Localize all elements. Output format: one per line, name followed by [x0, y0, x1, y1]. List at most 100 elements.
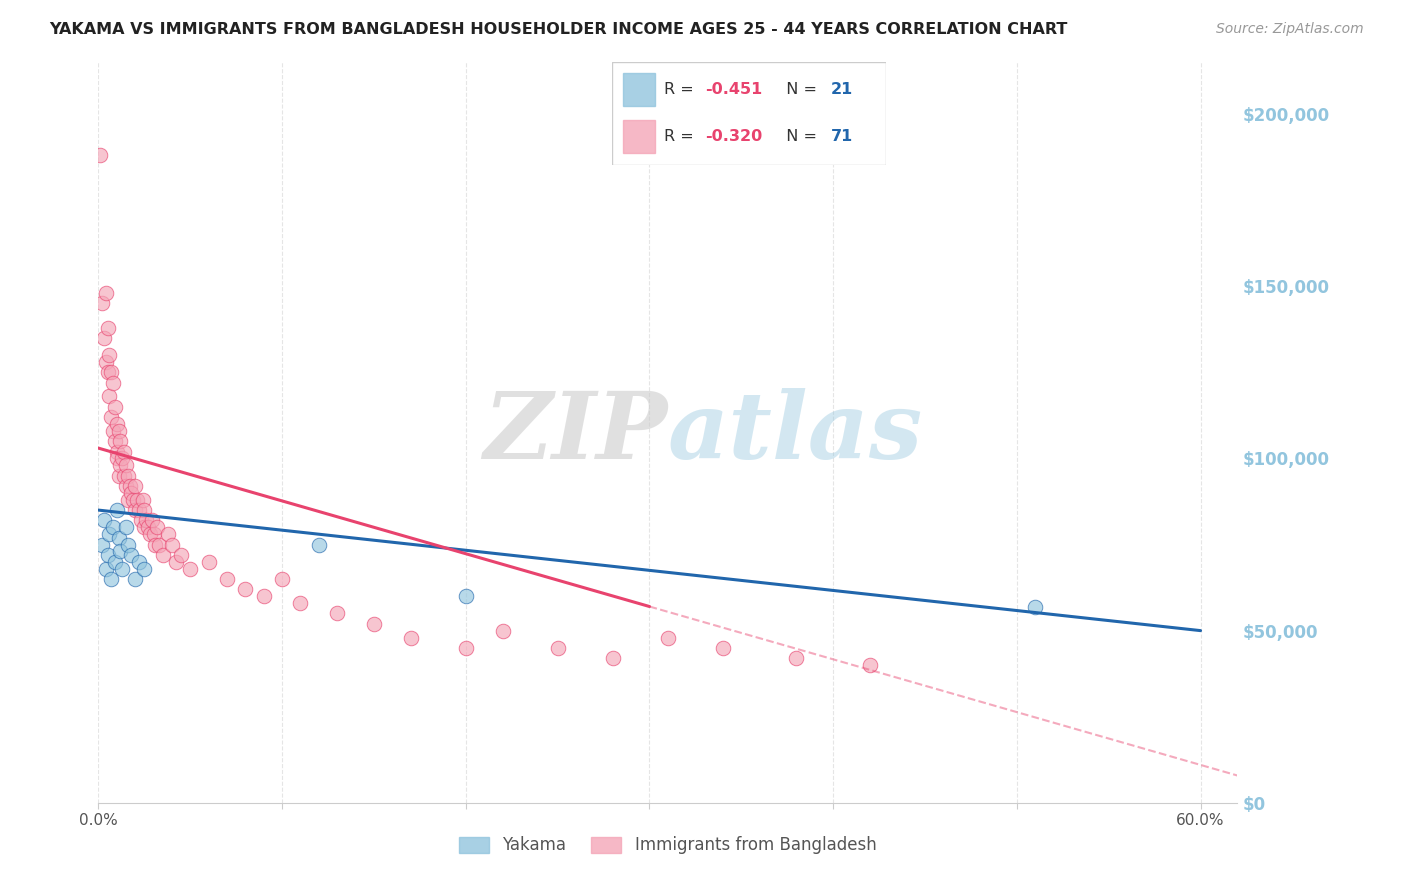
Point — [104, 400, 127, 414]
Text: -0.451: -0.451 — [704, 81, 762, 96]
Text: 71: 71 — [831, 128, 853, 144]
Point — [98, 389, 121, 403]
Text: -0.320: -0.320 — [704, 128, 762, 144]
Point — [142, 527, 165, 541]
Bar — [623, 120, 655, 153]
Point — [107, 424, 129, 438]
Point — [128, 555, 150, 569]
Point — [152, 548, 174, 562]
Point — [111, 561, 134, 575]
Point — [93, 331, 115, 345]
Point — [136, 520, 159, 534]
Point — [145, 537, 167, 551]
Point — [110, 458, 132, 473]
Point — [117, 537, 139, 551]
Point — [98, 348, 121, 362]
Point — [134, 503, 156, 517]
Text: YAKAMA VS IMMIGRANTS FROM BANGLADESH HOUSEHOLDER INCOME AGES 25 - 44 YEARS CORRE: YAKAMA VS IMMIGRANTS FROM BANGLADESH HOU… — [49, 22, 1067, 37]
Point — [215, 572, 238, 586]
Text: N =: N = — [776, 81, 823, 96]
Point — [105, 417, 128, 431]
Text: N =: N = — [776, 128, 823, 144]
Point — [197, 555, 219, 569]
Point — [105, 451, 128, 466]
Point — [290, 596, 312, 610]
Point — [104, 555, 127, 569]
Bar — [623, 73, 655, 105]
Point — [148, 537, 170, 551]
Point — [122, 492, 145, 507]
Text: Source: ZipAtlas.com: Source: ZipAtlas.com — [1216, 22, 1364, 37]
Point — [308, 537, 330, 551]
Point — [94, 355, 117, 369]
Point — [107, 468, 129, 483]
Point — [98, 527, 121, 541]
Point — [97, 548, 120, 562]
Point — [454, 589, 477, 603]
Point — [105, 503, 128, 517]
Legend: Yakama, Immigrants from Bangladesh: Yakama, Immigrants from Bangladesh — [453, 830, 883, 861]
Point — [235, 582, 257, 597]
Point — [115, 479, 138, 493]
Point — [121, 486, 143, 500]
Point — [363, 616, 385, 631]
Point — [271, 572, 294, 586]
Point — [111, 451, 134, 466]
Point — [100, 572, 122, 586]
Point — [1024, 599, 1046, 614]
Point — [121, 548, 143, 562]
Point — [97, 365, 120, 379]
Point — [101, 520, 124, 534]
Point — [115, 520, 138, 534]
Point — [399, 631, 422, 645]
Point — [91, 296, 114, 310]
Point — [94, 286, 117, 301]
Point — [101, 376, 124, 390]
Point — [124, 503, 146, 517]
Point — [134, 561, 156, 575]
Point — [112, 444, 135, 458]
Point — [117, 492, 139, 507]
Text: 21: 21 — [831, 81, 853, 96]
Text: R =: R = — [664, 128, 699, 144]
Point — [491, 624, 513, 638]
Point — [107, 531, 129, 545]
Point — [454, 640, 477, 655]
Point — [160, 537, 183, 551]
Point — [547, 640, 569, 655]
FancyBboxPatch shape — [612, 62, 886, 165]
Text: atlas: atlas — [668, 388, 924, 477]
Point — [139, 527, 162, 541]
Point — [124, 572, 146, 586]
Point — [110, 544, 132, 558]
Point — [157, 527, 180, 541]
Point — [146, 520, 169, 534]
Point — [179, 561, 201, 575]
Point — [141, 513, 163, 527]
Point — [129, 513, 152, 527]
Point — [104, 434, 127, 449]
Point — [135, 513, 157, 527]
Point — [93, 513, 115, 527]
Point — [326, 607, 349, 621]
Point — [115, 458, 138, 473]
Point — [100, 410, 122, 425]
Point — [859, 658, 882, 673]
Point — [100, 365, 122, 379]
Point — [105, 444, 128, 458]
Point — [117, 468, 139, 483]
Point — [657, 631, 679, 645]
Text: ZIP: ZIP — [484, 388, 668, 477]
Point — [134, 520, 156, 534]
Point — [89, 148, 111, 162]
Point — [118, 479, 141, 493]
Point — [711, 640, 734, 655]
Point — [97, 320, 120, 334]
Point — [94, 561, 117, 575]
Point — [101, 424, 124, 438]
Text: R =: R = — [664, 81, 699, 96]
Point — [165, 555, 187, 569]
Point — [131, 492, 153, 507]
Point — [125, 492, 148, 507]
Point — [170, 548, 193, 562]
